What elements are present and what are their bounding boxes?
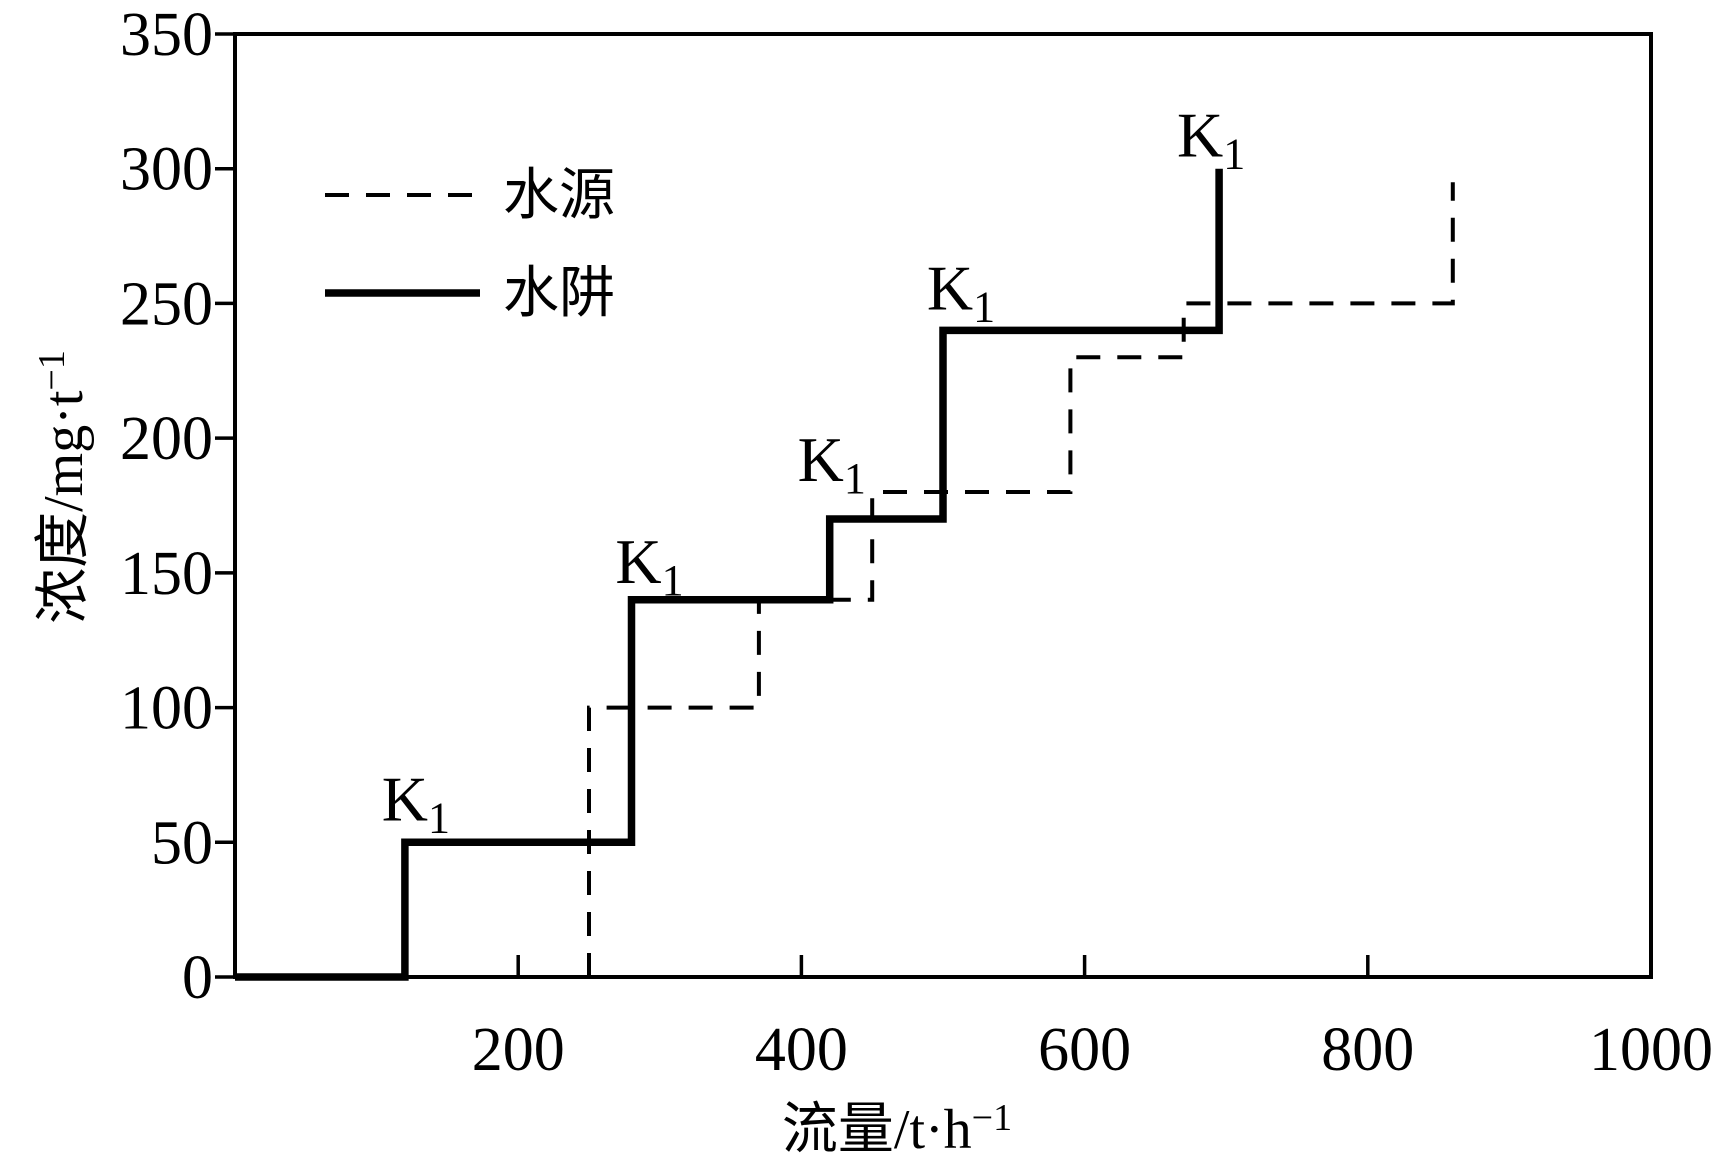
series-group — [235, 168, 1455, 981]
k1-annotation: K1 — [615, 526, 683, 605]
legend-label-sink: 水阱 — [503, 263, 615, 325]
x-tick-label: 400 — [755, 1016, 848, 1084]
x-tick-label: 600 — [1038, 1016, 1131, 1084]
x-tick-label: 1000 — [1589, 1016, 1713, 1084]
y-tick-label: 300 — [120, 136, 213, 204]
y-axis-label: 浓度/mg·t−1 — [31, 350, 95, 624]
legend: 水源 水阱 — [325, 165, 615, 325]
y-axis-tick-labels: 0 50 100 150 200 250 300 350 — [120, 1, 213, 1012]
y-tick-label: 350 — [120, 1, 213, 69]
x-axis-ticks — [516, 955, 1370, 977]
y-tick-label: 150 — [120, 540, 213, 608]
series-source-line — [587, 182, 1455, 977]
x-tick-label: 800 — [1321, 1016, 1414, 1084]
legend-label-source: 水源 — [503, 165, 615, 227]
y-tick-label: 50 — [151, 809, 213, 877]
y-axis-ticks — [215, 32, 235, 979]
annotations-group: K1 K1 K1 K1 K1 — [382, 100, 1245, 843]
y-tick-label: 100 — [120, 675, 213, 743]
k1-annotation: K1 — [798, 424, 866, 503]
y-tick-label: 200 — [120, 405, 213, 473]
x-tick-label: 200 — [472, 1016, 565, 1084]
y-tick-label: 250 — [120, 270, 213, 338]
x-axis-label: 流量/t·h−1 — [782, 1097, 1012, 1161]
k1-annotation: K1 — [1177, 100, 1245, 179]
y-tick-label: 0 — [182, 944, 213, 1012]
k1-annotation: K1 — [382, 763, 450, 842]
plot-frame — [233, 32, 1653, 979]
x-axis-tick-labels: 200 400 600 800 1000 — [472, 1016, 1713, 1084]
k1-annotation: K1 — [927, 252, 995, 331]
series-sink-line — [235, 168, 1223, 981]
